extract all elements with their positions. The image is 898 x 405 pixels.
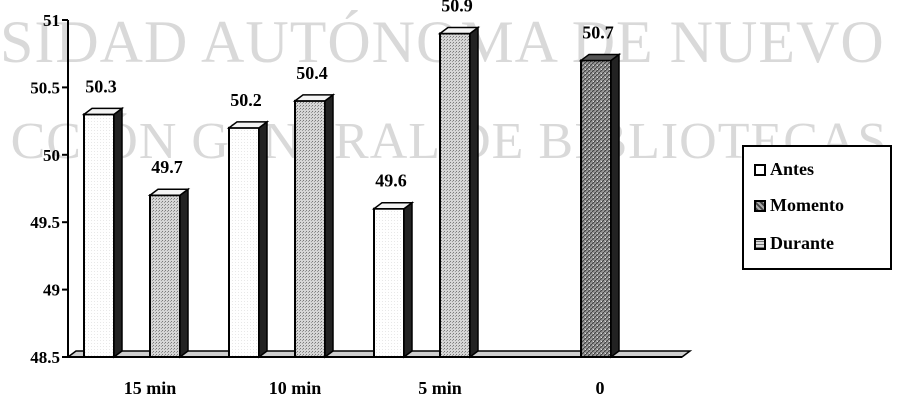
bar (147, 187, 191, 359)
bar-side (403, 201, 413, 359)
bar-front (439, 32, 471, 358)
bar-data-label: 50.3 (85, 76, 117, 96)
bar (226, 120, 270, 359)
bar-side (258, 120, 268, 359)
bar-side (469, 25, 479, 359)
bar-data-label: 50.4 (296, 63, 328, 83)
y-tick-label: 50.5 (30, 78, 60, 97)
bar (371, 201, 415, 359)
bar (292, 93, 336, 359)
legend-item-momento: Momento (754, 195, 844, 216)
x-tick-label: 15 min (124, 378, 177, 398)
bar-data-label: 50.7 (582, 22, 614, 42)
y-tick-label: 51 (43, 11, 60, 30)
bar-top (292, 94, 336, 102)
x-tick-label: 5 min (418, 378, 462, 398)
bar (578, 52, 622, 359)
bar-top (226, 121, 270, 129)
y-tick-label: 48.5 (30, 348, 60, 367)
bar (81, 106, 125, 359)
legend-swatch-antes (754, 163, 766, 176)
legend-label-antes: Antes (770, 159, 814, 179)
bar-front (83, 113, 115, 358)
legend-item-antes: Antes (754, 159, 814, 180)
bar-front (580, 59, 612, 358)
bar-data-label: 50.2 (230, 90, 262, 110)
chart-legend: Antes Momento Durante (742, 145, 892, 270)
bar-top (371, 201, 415, 210)
bar-data-label: 49.7 (151, 157, 183, 177)
bar-side (324, 93, 334, 359)
bar-side (610, 52, 620, 359)
bar-top (437, 26, 481, 35)
bar-data-label: 49.6 (375, 171, 407, 191)
y-tick-label: 49.5 (30, 213, 60, 232)
bar-side (179, 187, 189, 359)
legend-label-momento: Momento (770, 195, 844, 215)
bar-top (147, 188, 191, 196)
x-tick-label: 10 min (269, 378, 322, 398)
legend-swatch-momento (754, 199, 766, 212)
legend-swatch-durante (754, 237, 766, 250)
bar-front (294, 99, 326, 358)
bar-top (578, 53, 622, 62)
bar-data-label: 50.9 (441, 0, 473, 15)
y-tick-label: 50 (43, 146, 60, 165)
y-tick-label: 49 (43, 281, 60, 300)
legend-label-durante: Durante (770, 233, 834, 253)
bar-front (228, 126, 260, 358)
bar-top (81, 107, 125, 116)
legend-item-durante: Durante (754, 233, 834, 254)
x-tick-label: 0 (596, 378, 605, 398)
bar-front (149, 194, 181, 358)
bar-side (113, 106, 123, 359)
bar (437, 25, 481, 359)
bar-front (373, 207, 405, 358)
